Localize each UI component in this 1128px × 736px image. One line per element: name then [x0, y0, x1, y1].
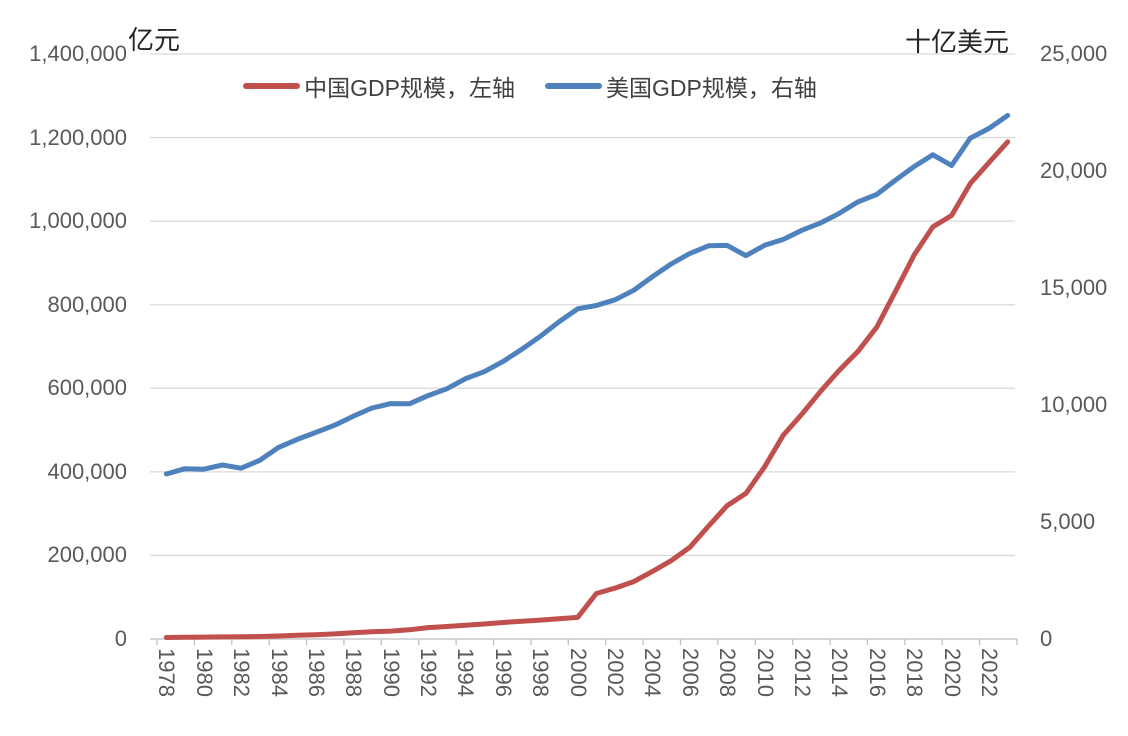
legend: 中国GDP规模，左轴 美国GDP规模，右轴: [0, 69, 1060, 103]
tick-label: 0: [114, 626, 127, 651]
tick-label: 400,000: [47, 458, 127, 484]
x-tick-label: 1992: [416, 648, 442, 697]
tick-label: 1,200,000: [29, 124, 127, 150]
tick-label: 600,000: [47, 375, 127, 401]
x-tick-label: 2000: [565, 648, 591, 697]
left-axis-title: 亿元: [128, 25, 181, 55]
tick-label: 0: [1040, 626, 1053, 651]
x-tick-label: 1982: [229, 648, 255, 697]
x-tick-label: 1994: [453, 648, 479, 697]
x-tick-label: 1990: [378, 648, 404, 697]
x-tick-label: 1980: [191, 648, 217, 697]
x-tick-label: 2004: [640, 648, 666, 697]
x-tick-label: 1998: [528, 648, 554, 697]
tick-label: 20,000: [1040, 158, 1108, 183]
x-tick-label: 1984: [266, 648, 292, 697]
x-tick-label: 2022: [976, 648, 1002, 697]
legend-label-us-gdp: 美国GDP规模，右轴: [606, 75, 817, 101]
x-tick-label: 2006: [677, 648, 703, 697]
us-gdp-line-swatch: [545, 83, 602, 89]
x-tick-label: 2002: [603, 648, 629, 697]
tick-label: 25,000: [1040, 41, 1108, 66]
x-tick-label: 2016: [864, 648, 890, 697]
x-tick-label: 2014: [827, 648, 853, 697]
legend-label-china-gdp: 中国GDP规模，左轴: [304, 75, 515, 101]
x-tick-label: 2020: [939, 648, 965, 697]
tick-label: 1,000,000: [29, 208, 127, 234]
tick-label: 5,000: [1040, 509, 1096, 534]
china-gdp-line-swatch: [243, 83, 301, 89]
x-tick-label: 1986: [303, 648, 329, 697]
x-tick-label: 2018: [902, 648, 928, 697]
series-lines: [163, 112, 1011, 640]
x-tick-label: 2008: [715, 648, 741, 697]
legend-item-us-gdp: 美国GDP规模，右轴: [545, 69, 817, 103]
x-axis: [150, 638, 1018, 645]
x-tick-label: 2012: [790, 648, 815, 697]
x-tick-label: 1996: [490, 648, 516, 697]
right-axis-title: 十亿美元: [905, 27, 1010, 57]
gridlines: [150, 53, 1015, 557]
x-tick-label: 1988: [341, 648, 367, 697]
tick-label: 200,000: [47, 542, 127, 568]
tick-label: 1,400,000: [29, 41, 127, 66]
x-tick-label: 2010: [752, 648, 778, 697]
tick-label: 15,000: [1040, 275, 1108, 300]
legend-item-china-gdp: 中国GDP规模，左轴: [243, 69, 515, 103]
tick-label: 800,000: [47, 291, 127, 317]
x-tick-label: 1978: [154, 648, 180, 697]
tick-label: 10,000: [1040, 392, 1108, 417]
